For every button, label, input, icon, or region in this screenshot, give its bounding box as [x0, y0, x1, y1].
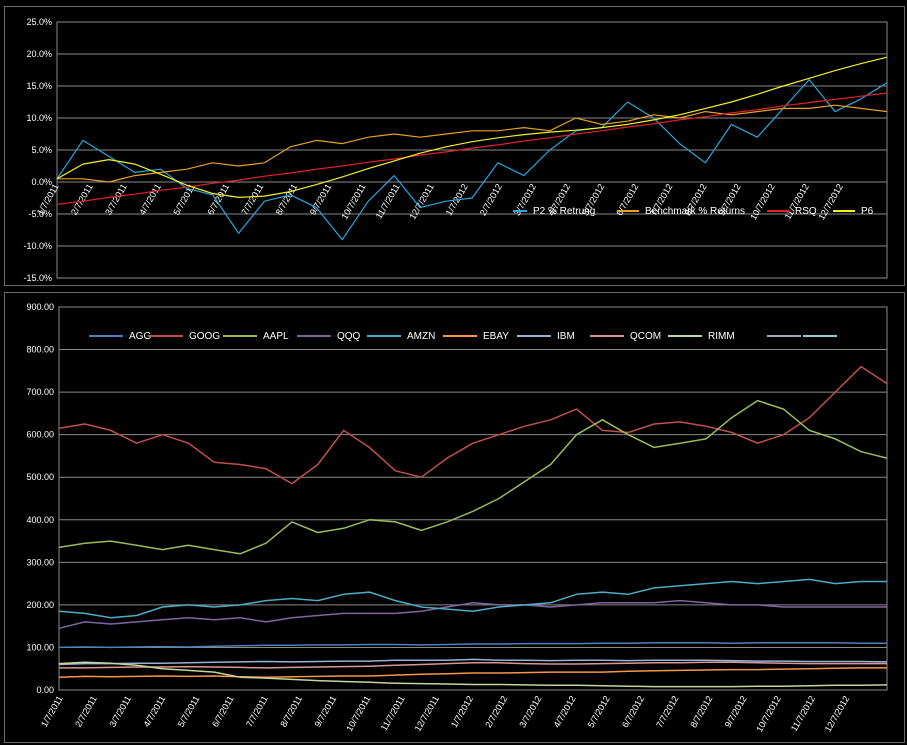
y-tick-label: 10.0% — [26, 113, 52, 123]
series-line-aapl — [58, 399, 888, 555]
y-tick-label: 5.0% — [31, 145, 52, 155]
x-tick-label: 6/7/2011 — [205, 182, 231, 217]
x-tick-label: 11/7/2011 — [379, 694, 407, 733]
x-tick-label: 4/7/2011 — [137, 182, 163, 217]
x-tick-label: 3/7/2011 — [103, 182, 129, 217]
x-tick-label: 3/7/2011 — [107, 694, 133, 729]
x-tick-label: 9/7/2011 — [308, 182, 334, 217]
legend-label-ebay: EBAY — [483, 331, 509, 342]
y-tick-label: -10.0% — [23, 241, 52, 251]
x-tick-label: 1/7/2012 — [449, 694, 475, 729]
x-tick-label: 12/7/2012 — [823, 694, 852, 734]
y-tick-label: 25.0% — [26, 17, 52, 27]
x-tick-label: 10/7/2011 — [339, 182, 367, 221]
returns-chart-svg: -15.0% -10.0% -5.0% 0.0% 5.0% 10.0% 15.0% 20.0%… — [23, 17, 888, 283]
plot-area — [58, 306, 888, 691]
x-tick-label: 11/7/2011 — [374, 182, 402, 221]
legend-label-qqq: QQQ — [337, 331, 361, 342]
x-tick-label: 10/7/2011 — [344, 694, 372, 733]
y-tick-label: 200.00 — [26, 600, 54, 610]
x-tick-label: 2/7/2011 — [73, 694, 99, 729]
x-tick-label: 3/7/2012 — [517, 694, 543, 729]
x-tick-label: 8/7/2011 — [274, 182, 300, 217]
x-tick-label: 4/7/2011 — [141, 694, 167, 729]
y-tick-label: -5.0% — [28, 209, 52, 219]
x-tick-label: 10/7/2012 — [748, 182, 777, 222]
chart-panel-portfolio-returns: -15.0% -10.0% -5.0% 0.0% 5.0% 10.0% 15.0% 20.0%… — [4, 6, 905, 286]
y-tick-label: 900.00 — [26, 302, 54, 312]
y-tick-label: 15.0% — [26, 81, 52, 91]
x-tick-label: 6/7/2012 — [620, 694, 646, 729]
y-tick-label: 700.00 — [26, 387, 54, 397]
x-tick-label: 12/7/2011 — [413, 694, 441, 733]
series-line-agg — [58, 642, 887, 649]
y-tick-label: 600.00 — [26, 430, 54, 440]
series-line-rimm — [58, 661, 888, 688]
x-tick-label: 11/7/2012 — [789, 694, 817, 733]
x-tick-label: 5/7/2011 — [176, 694, 202, 729]
legend-label-benchmark-returns: Benchmark % Returns — [645, 206, 745, 217]
x-tick-label: 12/7/2012 — [816, 182, 845, 222]
x-tick-label: 7/7/2011 — [244, 694, 270, 729]
y-tick-label: 300.00 — [26, 557, 54, 567]
y-tick-label: 800.00 — [26, 345, 54, 355]
series-line-ebay — [58, 667, 887, 678]
legend-label-amzn: AMZN — [407, 331, 435, 342]
x-tick-label: 10/7/2012 — [754, 694, 783, 734]
chart-panel-stock-prices: 0.00 100.00 200.00 300.00 400.00 500.00 600.00… — [4, 292, 905, 743]
y-tick-label: 0.0% — [31, 177, 52, 187]
y-tick-label: 20.0% — [26, 49, 52, 59]
x-tick-label: 6/7/2011 — [210, 694, 236, 729]
legend-label-agg: AGG — [129, 331, 151, 342]
x-tick-label: 7/7/2011 — [239, 182, 265, 217]
series-line-goog — [58, 365, 888, 485]
series-line-benchmark-returns — [57, 104, 888, 183]
prices-chart-svg: 0.00 100.00 200.00 300.00 400.00 500.00 600.00… — [26, 302, 888, 734]
y-tick-label: 0.00 — [36, 685, 54, 695]
y-tick-label: 400.00 — [26, 515, 54, 525]
series-line-qqq — [58, 599, 887, 630]
x-tick-label: 2/7/2012 — [483, 694, 509, 729]
legend-label-p2-retrung: P2 % Retrung — [533, 206, 595, 217]
series-line-p6 — [56, 56, 888, 198]
legend-label-rimm: RIMM — [708, 331, 735, 342]
legend-label-goog: GOOG — [189, 331, 220, 342]
legend-label-ibm: IBM — [557, 331, 575, 342]
y-tick-label: 500.00 — [26, 472, 54, 482]
plot-area — [56, 21, 888, 279]
x-tick-label: 5/7/2012 — [586, 694, 612, 729]
series-line-qcom — [59, 661, 887, 669]
x-tick-label: 4/7/2012 — [552, 694, 578, 729]
x-tick-label: 8/7/2012 — [688, 694, 714, 729]
x-tick-label: 12/7/2011 — [407, 182, 435, 221]
series-line-amzn — [58, 578, 887, 619]
x-tick-label: 9/7/2011 — [312, 694, 338, 729]
x-tick-label: 9/7/2012 — [723, 694, 749, 729]
x-tick-label: 8/7/2011 — [278, 694, 304, 729]
x-tick-label: 7/7/2012 — [654, 694, 680, 729]
x-tick-label: 1/7/2011 — [39, 694, 65, 729]
legend-label-aapl: AAPL — [263, 331, 289, 342]
y-tick-label: -15.0% — [23, 273, 52, 283]
x-tick-label: 6/7/2012 — [614, 182, 640, 217]
x-tick-label: 2/7/2012 — [478, 182, 504, 217]
legend-label-rsq: RSQ — [795, 206, 817, 217]
y-tick-label: 100.00 — [26, 642, 54, 652]
x-tick-label: 2/7/2011 — [69, 182, 95, 217]
series-line-rsq — [56, 92, 888, 205]
legend-label-qcom: QCOM — [630, 331, 661, 342]
series-line-p2-retrung — [56, 78, 888, 241]
series-line-ibm — [58, 658, 888, 666]
legend-label-p6: P6 — [861, 206, 874, 217]
